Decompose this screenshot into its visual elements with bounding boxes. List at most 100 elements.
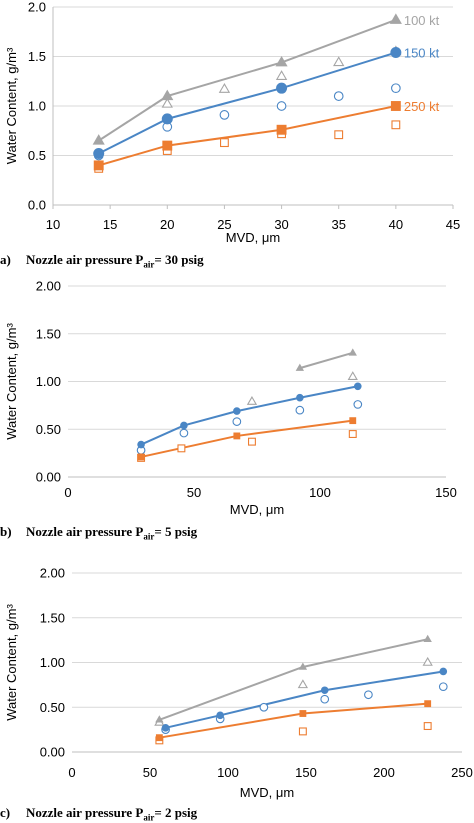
chart-c-series-orange-open-point bbox=[298, 727, 307, 736]
chart-a-x-tick-label: 40 bbox=[389, 217, 403, 232]
chart-b-series-gray-point bbox=[348, 348, 357, 356]
chart-a-series-gray-point bbox=[161, 89, 174, 101]
caption-b-prefix: Nozzle air pressure P bbox=[26, 524, 144, 539]
chart-b-series-blue-point bbox=[137, 440, 145, 449]
chart-c-series-blue-point bbox=[439, 667, 448, 676]
chart-a-series-blue-point bbox=[161, 113, 173, 125]
chart-c-y-tick-label: 0.50 bbox=[40, 700, 65, 715]
chart-c-series-gray-point bbox=[155, 715, 164, 723]
chart-b-series-gray-line bbox=[299, 351, 354, 370]
chart-b-y-tick-label: 1.00 bbox=[36, 374, 61, 389]
chart-a-series-orange-point bbox=[162, 140, 173, 151]
chart-a-x-tick-label: 15 bbox=[103, 217, 117, 232]
chart-a-x-tick-label: 20 bbox=[160, 217, 174, 232]
chart-b-series-orange-open-point bbox=[247, 437, 256, 446]
caption-a-suffix: = 30 psig bbox=[154, 252, 204, 267]
caption-b-sub: air bbox=[143, 531, 155, 542]
chart-b-series-orange-point bbox=[137, 453, 145, 461]
chart-a-series-blue-label: 150 kt bbox=[404, 46, 440, 61]
chart-b-y-axis-label: Water Content, g/m³ bbox=[4, 323, 19, 440]
chart-a-series-orange-point bbox=[276, 124, 287, 135]
chart-b-y-tick-label: 1.50 bbox=[36, 326, 61, 341]
chart-b-series-orange-open-point bbox=[177, 444, 186, 453]
chart-c-series-blue-open-point bbox=[364, 690, 373, 700]
chart-a-series-gray-open-point bbox=[218, 83, 231, 93]
chart-b-series-blue-point bbox=[296, 393, 304, 402]
caption-b-suffix: = 5 psig bbox=[154, 524, 198, 539]
chart-c-x-tick-label: 250 bbox=[451, 765, 473, 780]
chart-b-series-blue-point bbox=[354, 382, 362, 391]
chart-c-series-blue-open-point bbox=[438, 682, 448, 692]
chart-a-series-blue-open-point bbox=[219, 110, 230, 120]
chart-a-series-gray-line bbox=[98, 18, 397, 142]
chart-a-series-orange-point bbox=[93, 160, 104, 171]
chart-a-series-gray-point bbox=[92, 134, 105, 145]
chart-a-series-orange-open-point bbox=[391, 120, 401, 130]
chart-a-series-blue-open-point bbox=[276, 101, 287, 111]
chart-c-series-orange-open-point bbox=[423, 722, 432, 731]
chart-b-series-orange-point bbox=[233, 432, 241, 440]
chart-a-series-gray-label: 100 kt bbox=[404, 13, 440, 28]
chart-b-y-tick-label: 2.00 bbox=[36, 279, 61, 294]
chart-a-y-tick-label: 1.5 bbox=[28, 49, 46, 64]
chart-a-x-tick-label: 25 bbox=[217, 217, 231, 232]
chart-a-series-orange-open-point bbox=[220, 138, 229, 148]
chart-b-series-gray-point bbox=[295, 363, 305, 371]
chart-a-series-blue-open-point bbox=[333, 91, 344, 101]
chart-a-x-tick-label: 30 bbox=[274, 217, 288, 232]
chart-c-series-blue-open-point bbox=[259, 702, 269, 712]
caption-c-sub: air bbox=[143, 812, 155, 823]
chart-c-x-tick-label: 100 bbox=[217, 765, 239, 780]
chart-c-y-tick-label: 1.00 bbox=[40, 655, 65, 670]
chart-a-x-axis-label: MVD, μm bbox=[226, 230, 280, 245]
chart-c-series-blue-line bbox=[165, 670, 444, 729]
chart-a-series-gray-open-point bbox=[333, 56, 345, 67]
chart-c-y-tick-label: 1.50 bbox=[40, 610, 65, 625]
chart-a-series-blue-line bbox=[98, 51, 397, 155]
chart-b-x-tick-label: 50 bbox=[187, 485, 201, 500]
chart-a-series-orange-point bbox=[390, 101, 401, 111]
chart-c-series-gray-point bbox=[298, 662, 308, 670]
chart-c-series-blue-point bbox=[161, 724, 170, 732]
chart-a-x-tick-label: 10 bbox=[46, 217, 60, 232]
chart-b-series-blue-point bbox=[180, 421, 188, 430]
chart-c-x-tick-label: 0 bbox=[68, 765, 75, 780]
chart-b-x-tick-label: 100 bbox=[309, 485, 331, 500]
chart-c-y-axis-label: Water Content, g/m³ bbox=[4, 604, 19, 721]
chart-a-series-blue-point bbox=[93, 148, 105, 160]
caption-c-prefix: Nozzle air pressure P bbox=[26, 805, 144, 820]
chart-b-series-gray-open-point bbox=[246, 395, 258, 405]
chart-b-series-orange-open-point bbox=[348, 430, 357, 438]
chart-b-x-tick-label: 0 bbox=[64, 485, 71, 500]
chart-c-y-tick-label: 0.00 bbox=[40, 745, 65, 760]
chart-c-x-tick-label: 200 bbox=[373, 765, 395, 780]
chart-c-x-axis-label: MVD, μm bbox=[240, 785, 294, 800]
chart-c-series-orange-point bbox=[155, 734, 163, 742]
chart-b-x-tick-label: 150 bbox=[435, 485, 457, 500]
chart-c-series-orange-point bbox=[424, 700, 432, 708]
chart-b-series-blue-open-point bbox=[295, 405, 305, 415]
chart-c-series-gray-point bbox=[423, 634, 432, 642]
chart-a-series-gray-open-point bbox=[161, 97, 173, 108]
chart-a-y-tick-label: 2.0 bbox=[28, 0, 46, 15]
chart-a-y-tick-label: 1.0 bbox=[28, 99, 46, 114]
chart-a-y-tick-label: 0.5 bbox=[28, 148, 46, 163]
chart-a-series-blue-point bbox=[390, 47, 402, 59]
chart-a-series-orange-open-point bbox=[334, 130, 344, 140]
chart-b-series-blue-point bbox=[233, 407, 241, 415]
chart-b-series-blue-line bbox=[140, 385, 358, 446]
chart-a-series-blue-open-point bbox=[391, 83, 401, 94]
chart-b-series-blue-open-point bbox=[353, 400, 363, 409]
chart-a-x-tick-label: 35 bbox=[331, 217, 345, 232]
chart-c-y-tick-label: 2.00 bbox=[40, 566, 65, 581]
chart-a-series-orange-label: 250 kt bbox=[404, 99, 440, 114]
chart-b-series-blue-open-point bbox=[232, 417, 242, 426]
chart-a-series-gray-open-point bbox=[275, 70, 288, 80]
chart-a-series-blue-point bbox=[276, 82, 288, 94]
chart-a-y-axis-label: Water Content, g/m³ bbox=[4, 47, 19, 164]
chart-a-series-gray-point bbox=[275, 55, 288, 67]
caption-a-prefix: Nozzle air pressure P bbox=[26, 252, 144, 267]
chart-b-series-orange-line bbox=[140, 419, 353, 458]
chart-a-series-orange-line bbox=[98, 105, 397, 167]
